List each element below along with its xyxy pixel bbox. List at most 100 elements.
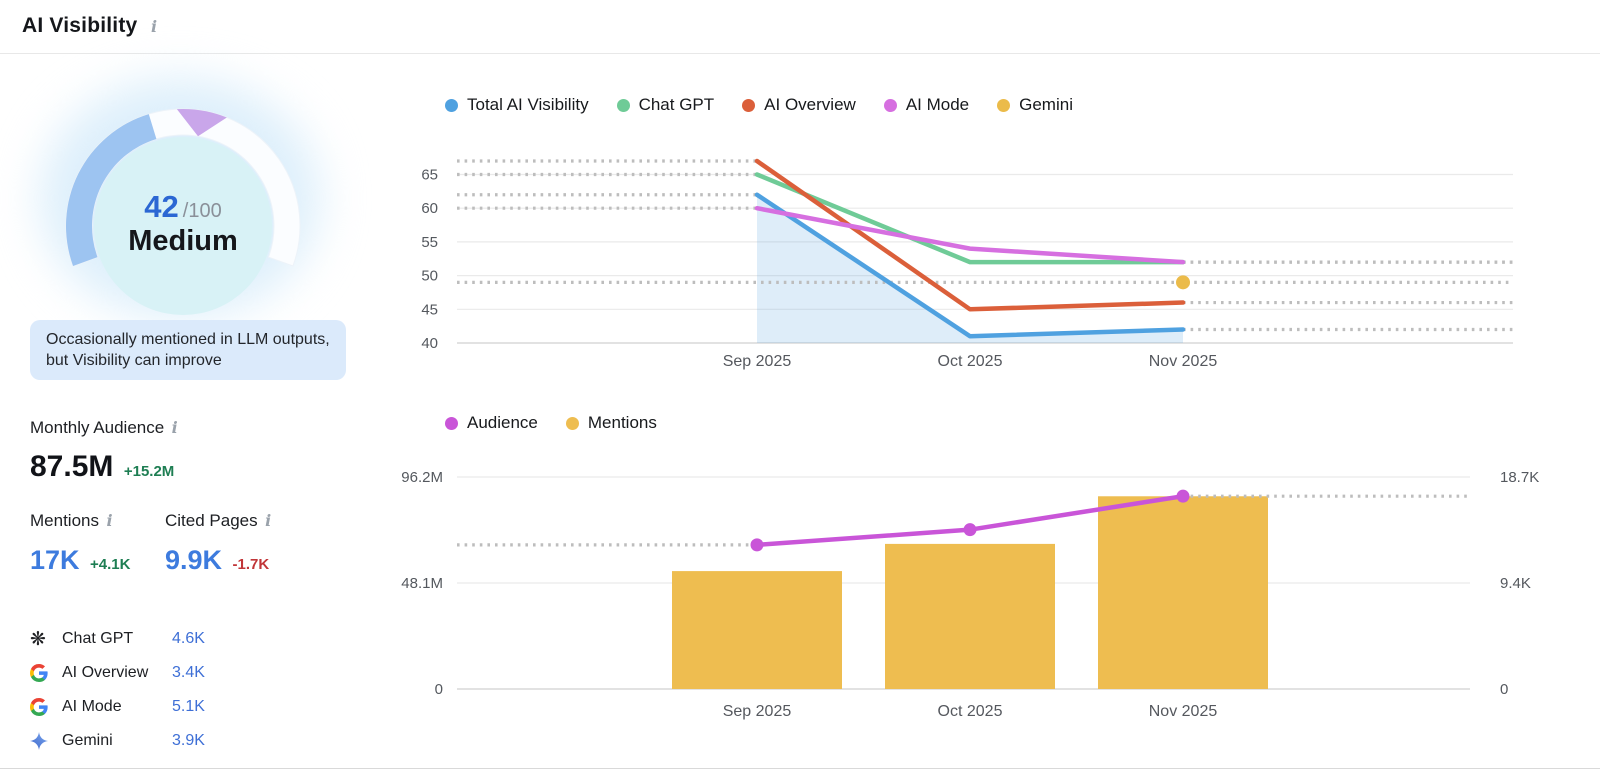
series-line	[754, 172, 1186, 265]
monthly-audience-value-row: 87.5M +15.2M	[30, 450, 174, 484]
left-axis-tick-label: 48.1M	[401, 575, 443, 592]
cited-pages-value-row: 9.9K -1.7K	[165, 545, 269, 576]
monthly-audience-value: 87.5M	[30, 450, 114, 483]
legend-label: Mentions	[587, 413, 657, 432]
legend-item[interactable]: Total AI Visibility	[445, 95, 589, 115]
gauge-level-label: Medium	[128, 225, 238, 257]
platform-row-gemini[interactable]: Gemini 3.9K	[30, 724, 270, 758]
cited-pages-delta: -1.7K	[232, 556, 270, 573]
platform-list: ❋ Chat GPT 4.6K AI Overview 3.4K AI Mode…	[30, 622, 270, 758]
gauge-arc	[65, 108, 301, 315]
platform-value: 4.6K	[172, 630, 205, 647]
mentions-value: 17K	[30, 545, 80, 575]
mentions-label: Mentions	[30, 511, 99, 530]
cited-pages-value: 9.9K	[165, 545, 223, 575]
x-tick-label: Oct 2025	[938, 703, 1003, 720]
audience-point	[1176, 489, 1190, 503]
top-chart-legend: Total AI Visibility Chat GPT AI Overview AI…	[445, 95, 1073, 115]
left-axis-tick-label: 96.2M	[401, 469, 443, 486]
right-axis-tick-label: 9.4K	[1500, 575, 1531, 592]
visibility-trend-chart: 40 45 50 55 60 65 Sep 2025 Oct 2025 Nov 2025	[421, 158, 1513, 370]
monthly-audience-label-row: Monthly Audience i	[30, 418, 181, 438]
bottom-chart-legend: Audience Mentions	[445, 413, 657, 433]
legend-label: Gemini	[1019, 95, 1073, 114]
y-tick-label: 60	[421, 200, 438, 217]
mentions-bar	[885, 543, 1055, 689]
series-line	[754, 158, 1186, 312]
monthly-audience-label: Monthly Audience	[30, 418, 165, 437]
gauge-inner-circle	[94, 137, 272, 315]
legend-label: AI Mode	[905, 95, 970, 114]
google-icon	[30, 698, 62, 716]
y-tick-label: 55	[421, 234, 438, 251]
platform-value: 3.9K	[172, 732, 205, 749]
x-tick-label: Oct 2025	[938, 353, 1003, 370]
platform-row-ai-overview[interactable]: AI Overview 3.4K	[30, 656, 270, 690]
legend-item[interactable]: Mentions	[565, 413, 657, 433]
legend-item[interactable]: Gemini	[997, 95, 1073, 115]
y-tick-label: 65	[421, 167, 438, 184]
gauge-description: Occasionally mentioned in LLM outputs, b…	[30, 320, 346, 380]
legend-label: Chat GPT	[638, 95, 715, 114]
mentions-label-row: Mentions i	[30, 511, 116, 531]
legend-item[interactable]: AI Mode	[883, 95, 970, 115]
info-icon[interactable]: i	[106, 511, 113, 530]
visibility-gauge: 42/100 Medium	[25, 68, 335, 326]
platform-value: 3.4K	[172, 664, 205, 681]
y-tick-label: 45	[421, 301, 438, 318]
gauge-score-value: 42	[144, 189, 179, 224]
legend-item[interactable]: AI Overview	[742, 95, 856, 115]
monthly-audience-delta: +15.2M	[123, 463, 175, 480]
series-line	[754, 192, 1186, 339]
left-axis-tick-label: 0	[435, 681, 443, 698]
platform-row-chatgpt[interactable]: ❋ Chat GPT 4.6K	[30, 622, 270, 656]
y-tick-label: 50	[421, 268, 438, 285]
series-point	[1176, 275, 1190, 290]
mentions-bar	[1098, 496, 1268, 689]
legend-dot-icon	[616, 98, 630, 112]
info-icon[interactable]: i	[171, 418, 178, 437]
cited-pages-label: Cited Pages	[165, 511, 258, 530]
x-tick-label: Sep 2025	[723, 353, 792, 370]
legend-dot-icon	[997, 98, 1011, 112]
page-title: AI Visibility	[22, 14, 138, 37]
legend-dot-icon	[445, 416, 458, 430]
gauge-score-max: /100	[182, 200, 222, 222]
platform-name: Gemini	[62, 732, 113, 749]
legend-label: Total AI Visibility	[467, 95, 589, 114]
platform-name: AI Mode	[62, 698, 122, 715]
legend-dot-icon	[565, 416, 579, 430]
x-tick-label: Sep 2025	[723, 703, 792, 720]
area-fill	[757, 194, 1183, 343]
platform-value: 5.1K	[172, 698, 205, 715]
gauge-marker-wedge	[176, 109, 227, 137]
audience-point	[963, 523, 977, 537]
chatgpt-icon: ❋	[30, 628, 46, 650]
platform-row-ai-mode[interactable]: AI Mode 5.1K	[30, 690, 270, 724]
mentions-value-row: 17K +4.1K	[30, 545, 130, 576]
cited-pages-label-row: Cited Pages i	[165, 511, 274, 531]
gauge-value-arc	[65, 114, 157, 267]
platform-name: Chat GPT	[62, 630, 134, 647]
legend-dot-icon	[742, 98, 756, 112]
info-icon[interactable]: i	[151, 17, 158, 36]
right-axis-tick-label: 18.7K	[1500, 469, 1539, 486]
header: AI Visibility i	[0, 0, 1600, 54]
legend-dot-icon	[883, 98, 897, 112]
bottom-divider	[0, 768, 1600, 769]
legend-item[interactable]: Audience	[445, 413, 538, 433]
audience-point	[750, 538, 764, 552]
google-icon	[30, 664, 62, 682]
gauge-score: 42/100	[25, 189, 341, 225]
info-icon[interactable]: i	[265, 511, 272, 530]
legend-item[interactable]: Chat GPT	[616, 95, 715, 115]
x-tick-label: Nov 2025	[1149, 353, 1218, 370]
audience-mentions-chart: 0 0 48.1M 9.4K 96.2M 18.7K Sep 2025 Oct 2025 Nov…	[401, 469, 1539, 720]
legend-dot-icon	[445, 98, 458, 112]
mentions-bar	[672, 571, 842, 689]
legend-label: Audience	[467, 413, 538, 432]
x-tick-label: Nov 2025	[1149, 703, 1218, 720]
series-line	[754, 205, 1186, 265]
mentions-delta: +4.1K	[89, 556, 131, 573]
